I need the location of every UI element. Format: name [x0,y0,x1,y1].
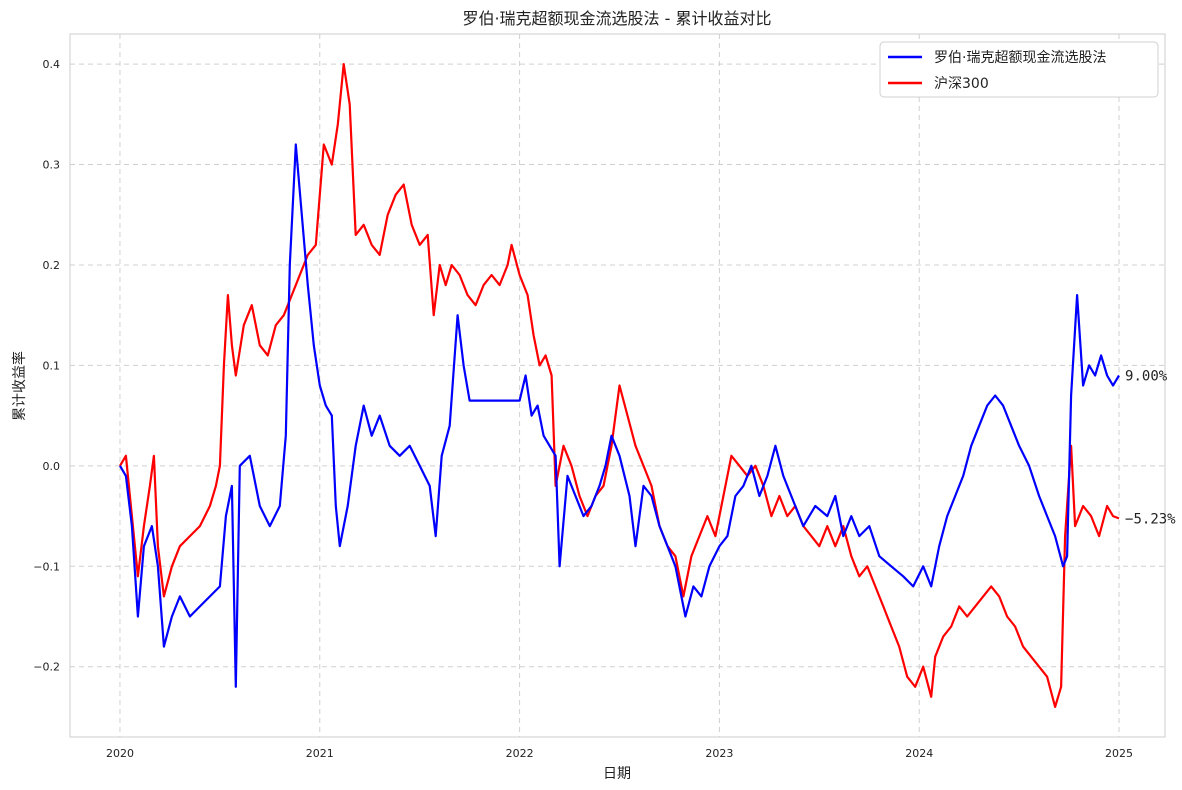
plot-area [69,33,1166,738]
end-label-benchmark: −5.23% [1125,511,1176,527]
x-tick-label: 2023 [705,747,733,760]
series-line-strategy [119,143,1120,688]
y-axis-title: 累计收益率 [11,351,28,421]
x-tick-label: 2020 [106,747,134,760]
x-tick-label: 2021 [306,747,334,760]
y-tick-label: 0.2 [43,259,61,272]
legend-label-strategy: 罗伯·瑞克超额现金流选股法 [934,50,1106,66]
chart-title: 罗伯·瑞克超额现金流选股法 - 累计收益对比 [462,9,771,28]
end-label-strategy: 9.00% [1125,368,1168,384]
x-axis-title: 日期 [603,766,631,782]
x-tick-label: 2025 [1105,747,1133,760]
grid-lines [70,34,1165,737]
x-tick-label: 2022 [506,747,534,760]
legend-box [879,41,1159,98]
y-tick-label: −0.1 [33,560,60,573]
series-layer: 9.00% −5.23% [119,62,1176,708]
y-tick-label: −0.2 [33,661,60,674]
y-tick-label: 0.4 [43,58,61,71]
x-tick-label: 2024 [905,747,933,760]
y-tick-label: 0.0 [43,460,61,473]
legend-label-benchmark: 沪深300 [934,76,989,92]
y-tick-label: 0.1 [43,359,61,372]
y-tick-label: 0.3 [43,159,61,172]
legend: 罗伯·瑞克超额现金流选股法 沪深300 [879,41,1159,98]
axis-ticks: 2020 2021 2022 2023 2024 2025 −0.2 −0.1 0.0 0.1 0.… [33,58,1133,760]
